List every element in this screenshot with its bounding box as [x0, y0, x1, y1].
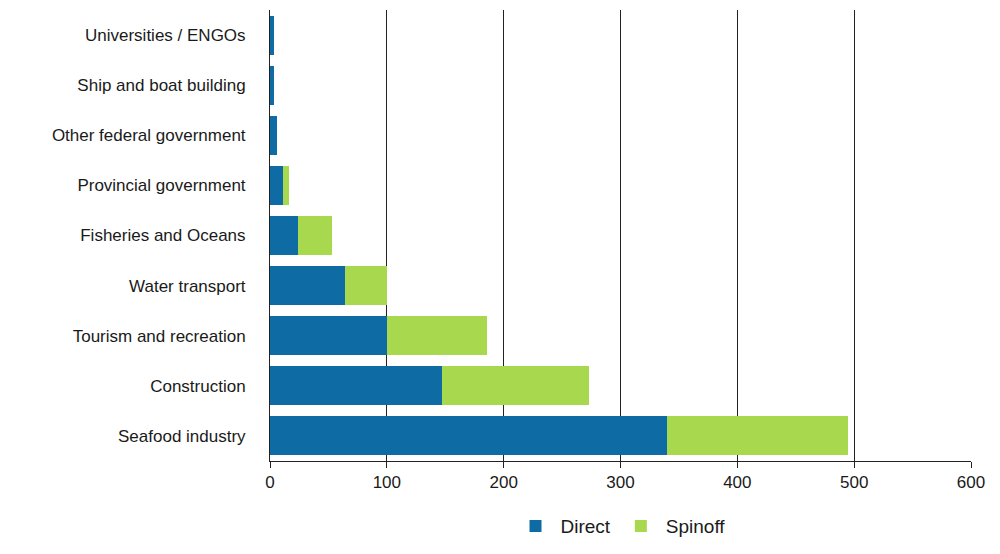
svg-text:200: 200 — [489, 473, 517, 492]
svg-text:Direct: Direct — [561, 516, 611, 537]
svg-text:Spinoff: Spinoff — [666, 516, 726, 537]
svg-text:600: 600 — [957, 473, 985, 492]
svg-text:300: 300 — [606, 473, 634, 492]
svg-text:Construction: Construction — [150, 377, 245, 396]
svg-text:500: 500 — [840, 473, 868, 492]
svg-text:0: 0 — [265, 473, 274, 492]
svg-text:Other federal government: Other federal government — [52, 126, 246, 145]
svg-text:Fisheries and Oceans: Fisheries and Oceans — [80, 226, 245, 245]
svg-text:Ship and boat building: Ship and boat building — [77, 76, 245, 95]
svg-text:Water transport: Water transport — [129, 277, 246, 296]
svg-text:Tourism and recreation: Tourism and recreation — [73, 327, 246, 346]
svg-text:Seafood industry: Seafood industry — [118, 427, 246, 446]
svg-text:Universities / ENGOs: Universities / ENGOs — [85, 26, 246, 45]
svg-text:Provincial government: Provincial government — [77, 176, 245, 195]
svg-text:400: 400 — [723, 473, 751, 492]
svg-text:100: 100 — [373, 473, 401, 492]
